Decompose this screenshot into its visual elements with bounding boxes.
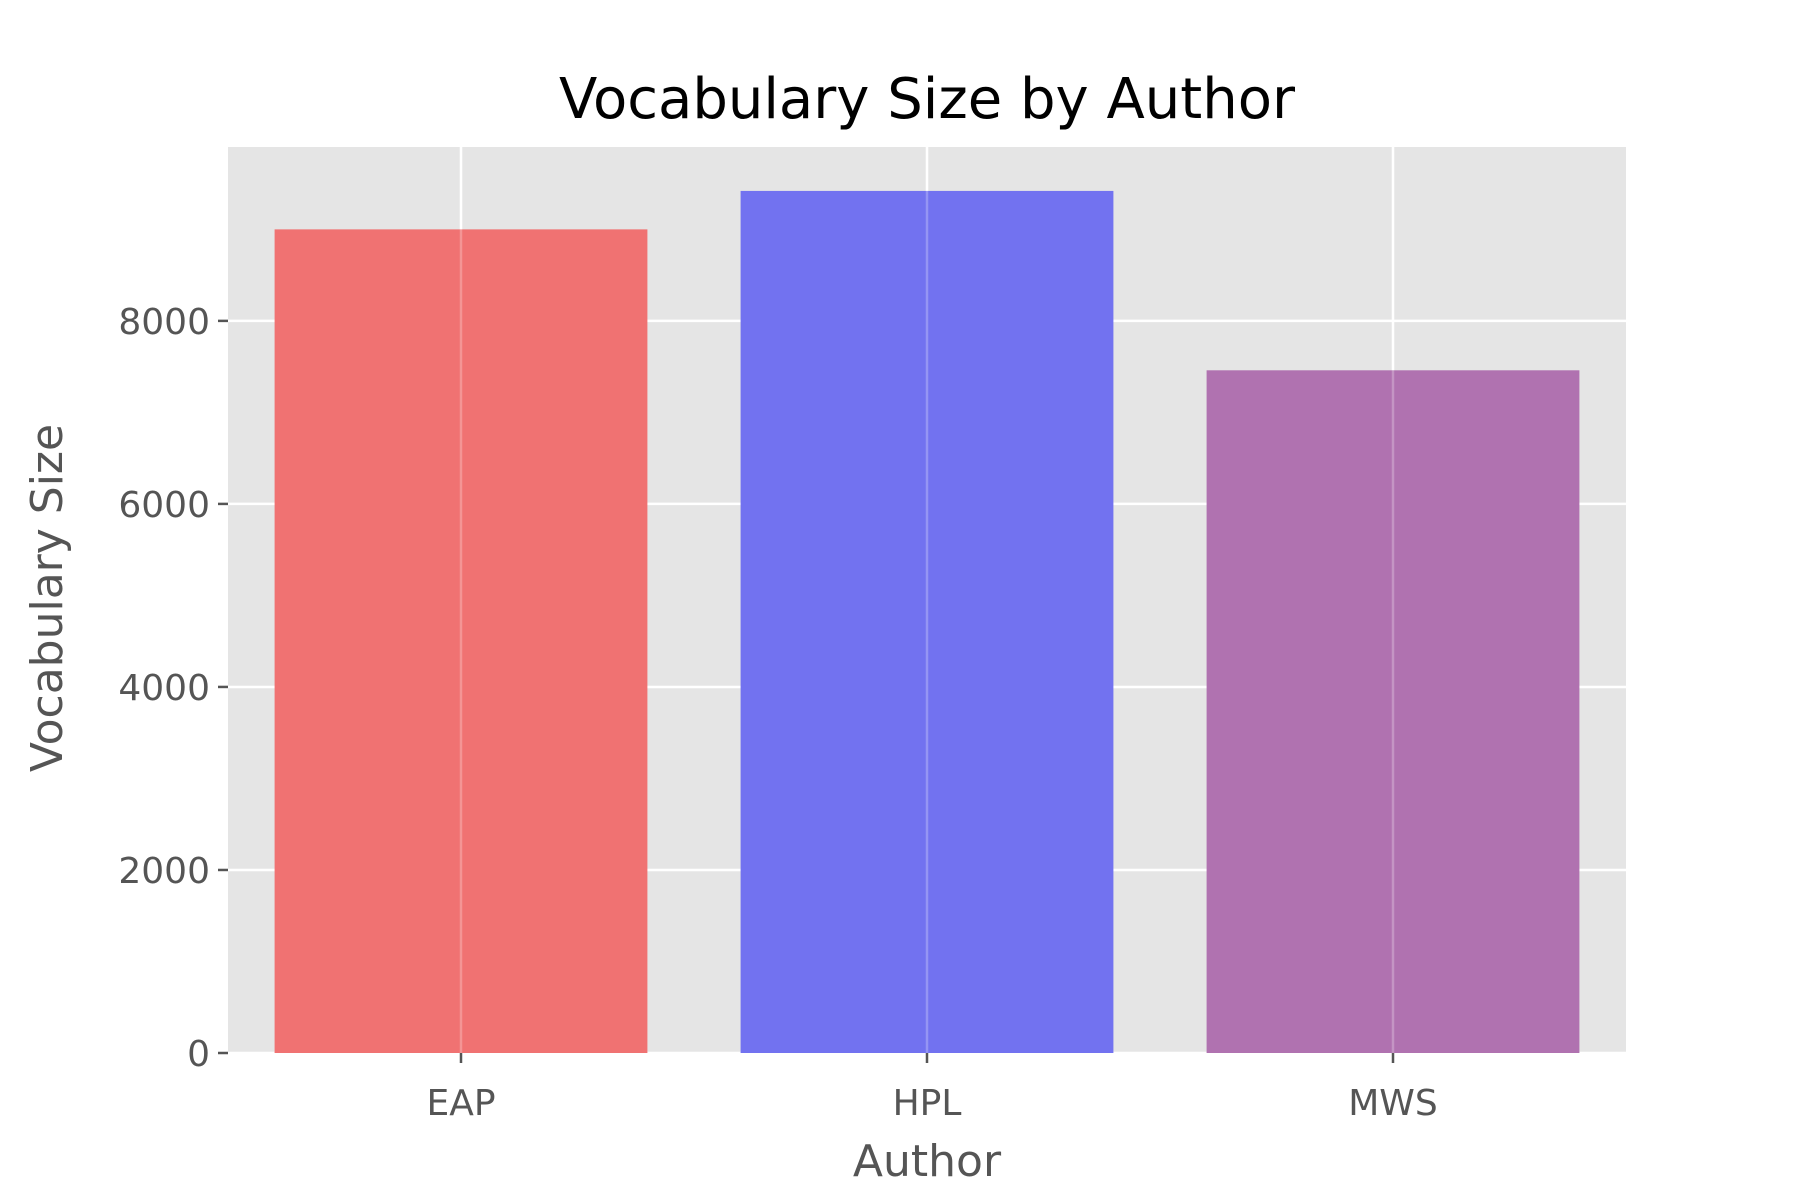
y-tick-label: 2000 bbox=[118, 851, 210, 892]
x-tick-label: MWS bbox=[1348, 1083, 1438, 1124]
x-tick-label: EAP bbox=[426, 1083, 495, 1124]
y-tick-label: 6000 bbox=[118, 485, 210, 526]
bars bbox=[274, 190, 1580, 1054]
y-tick-label: 4000 bbox=[118, 668, 210, 709]
x-axis: EAP HPL MWS bbox=[426, 1053, 1438, 1124]
bar-eap bbox=[274, 229, 648, 1053]
y-axis-label: Vocabulary Size bbox=[22, 424, 73, 772]
bar-hpl bbox=[740, 190, 1114, 1054]
y-tick-label: 0 bbox=[187, 1034, 210, 1075]
x-tick-label: HPL bbox=[893, 1083, 962, 1124]
x-grid-lines bbox=[459, 147, 1395, 1053]
x-axis-label: Author bbox=[853, 1136, 1002, 1187]
bar-mws bbox=[1206, 370, 1580, 1053]
y-axis: 0 2000 4000 6000 8000 bbox=[118, 302, 228, 1075]
chart-title: Vocabulary Size by Author bbox=[559, 67, 1296, 132]
y-tick-label: 8000 bbox=[118, 302, 210, 343]
